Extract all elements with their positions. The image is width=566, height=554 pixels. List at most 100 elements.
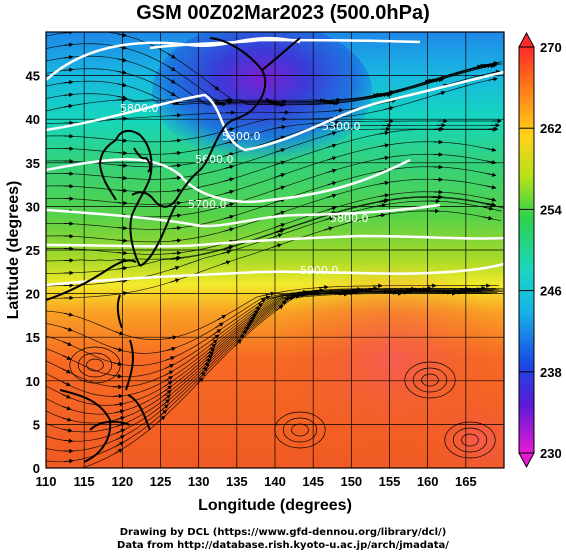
contour-label: 5300.0 (222, 130, 261, 143)
flow-arrow (485, 202, 496, 208)
x-axis-ticks: 110 115 120 125 130 135 140 145 150 155 160 165 (36, 474, 477, 489)
flow-arrow (327, 193, 337, 199)
flow-arrow (162, 394, 172, 401)
flow-arrow (63, 67, 74, 73)
flow-arrow (160, 404, 169, 411)
flow-arrow (275, 210, 286, 215)
flow-arrow (208, 343, 217, 351)
flow-arrow (113, 393, 124, 399)
flow-arrow (488, 61, 499, 66)
flow-arrow (63, 327, 73, 332)
flow-arrow (63, 312, 74, 317)
flow-arrow (234, 339, 242, 347)
flow-arrow (223, 245, 234, 251)
y-tick-label: 45 (26, 69, 40, 84)
flow-arrow (376, 203, 387, 208)
flow-arrow (374, 92, 385, 98)
flow-arrow (275, 223, 286, 228)
vortex (69, 346, 121, 384)
colorbar-label: 270 (540, 40, 562, 55)
y-tick-label: 30 (26, 199, 40, 214)
flow-arrow (275, 229, 285, 234)
flow-arrow (117, 70, 128, 75)
streamline (46, 291, 483, 463)
flow-arrow (117, 32, 128, 38)
y-tick-label: 10 (26, 374, 40, 389)
colorbar-min-arrow (518, 452, 535, 469)
contour-label: 5300.0 (322, 120, 361, 133)
flow-arrow (379, 143, 390, 148)
flow-arrow (63, 458, 74, 464)
temperature-field: 5300.0 5300.0 5600.0 5700.0 5800.0 5900.… (46, 32, 504, 468)
flow-arrow (318, 285, 329, 290)
colorbar-label: 230 (540, 446, 562, 461)
flow-arrow (324, 100, 335, 105)
flow-arrow (62, 405, 72, 411)
flow-arrow (276, 124, 287, 130)
flow-arrow (384, 106, 394, 111)
vortex (86, 358, 104, 372)
flow-arrow (209, 339, 218, 346)
x-tick-label: 145 (302, 474, 324, 489)
flow-arrow (272, 243, 282, 248)
vortex (452, 427, 488, 453)
x-tick-label: 150 (340, 474, 362, 489)
x-tick-label: 125 (150, 474, 172, 489)
flow-arrow (379, 193, 390, 198)
flow-arrow (327, 131, 337, 136)
flow-arrow (211, 96, 220, 103)
flow-arrow (167, 90, 176, 97)
y-tick-label: 25 (26, 243, 40, 258)
x-tick-label: 130 (188, 474, 210, 489)
flow-arrow (378, 199, 389, 204)
vortex (461, 433, 479, 447)
flow-arrow (61, 393, 72, 399)
flow-arrow (63, 80, 74, 85)
flow-arrow (62, 417, 73, 422)
x-tick-label: 155 (379, 474, 401, 489)
flow-arrow (436, 90, 446, 96)
vortex (404, 361, 456, 399)
flow-arrow (170, 265, 180, 271)
streamline (46, 289, 500, 415)
flow-arrow (164, 376, 174, 382)
flow-arrow (171, 225, 182, 231)
flow-arrow (63, 92, 74, 98)
flow-arrow (384, 90, 395, 95)
flow-arrow (427, 78, 437, 83)
flow-arrow (488, 77, 498, 82)
flow-arrow (215, 322, 224, 329)
x-tick-label: 160 (417, 474, 439, 489)
streamline (46, 292, 488, 452)
flow-arrow (275, 173, 286, 178)
flow-arrow (379, 180, 390, 186)
flow-arrow (167, 53, 176, 59)
y-tick-label: 20 (26, 287, 40, 302)
x-tick-label: 120 (111, 474, 133, 489)
flow-arrow (486, 197, 497, 202)
flow-arrow (224, 214, 235, 220)
flow-arrow (378, 92, 388, 98)
colorbar-label: 238 (540, 365, 562, 380)
y-tick-label: 15 (26, 330, 40, 345)
flow-arrow (166, 346, 177, 352)
flow-arrow (436, 75, 447, 80)
contour-labels: 5300.0 5300.0 5600.0 5700.0 5800.0 5900.… (120, 102, 369, 277)
flow-arrow (171, 213, 182, 218)
colorbar-max-arrow (518, 31, 535, 48)
y-axis-ticks: 0 5 10 15 20 25 30 35 40 45 (26, 69, 40, 476)
flow-arrow (323, 226, 334, 231)
colorbar-label: 246 (540, 284, 562, 299)
flow-arrow (379, 130, 390, 136)
gridlines (46, 32, 504, 468)
x-tick-label: 115 (74, 474, 95, 489)
flow-arrow (61, 381, 71, 387)
flow-arrow (327, 156, 337, 161)
colorbar: 270 262 254 246 238 230 (518, 31, 562, 469)
y-axis-label: Latitude (degrees) (5, 181, 22, 320)
flow-arrow (275, 148, 286, 153)
flow-arrow (486, 147, 497, 152)
flow-arrow (375, 213, 386, 218)
contour-lines (46, 36, 504, 287)
